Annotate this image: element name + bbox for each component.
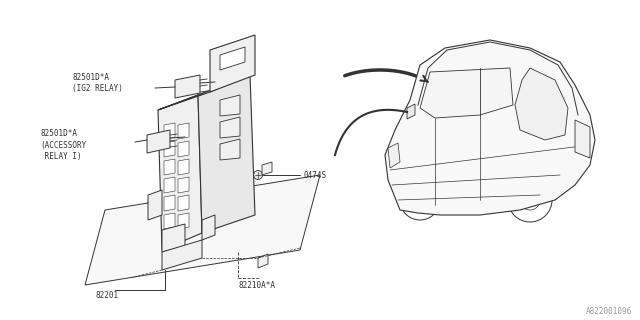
Polygon shape [198, 75, 255, 233]
Polygon shape [385, 40, 595, 215]
Polygon shape [220, 117, 240, 138]
Polygon shape [178, 195, 189, 211]
Polygon shape [164, 159, 175, 175]
Polygon shape [420, 68, 513, 118]
Polygon shape [164, 141, 175, 157]
Polygon shape [210, 35, 255, 92]
Polygon shape [178, 159, 189, 175]
Polygon shape [258, 254, 268, 268]
Polygon shape [164, 123, 175, 139]
Polygon shape [178, 123, 189, 139]
Polygon shape [85, 175, 320, 285]
Text: 82501D*A
(ACCESSORY
 RELAY I): 82501D*A (ACCESSORY RELAY I) [40, 129, 86, 161]
Polygon shape [164, 213, 175, 229]
Polygon shape [175, 75, 200, 98]
Polygon shape [388, 143, 400, 168]
Polygon shape [162, 224, 185, 252]
Polygon shape [148, 190, 162, 220]
Polygon shape [515, 68, 568, 140]
Polygon shape [220, 95, 240, 116]
Text: A822001096: A822001096 [586, 307, 632, 316]
Circle shape [150, 203, 154, 207]
Text: 82201: 82201 [95, 291, 118, 300]
Polygon shape [407, 104, 415, 119]
Polygon shape [202, 215, 215, 240]
Text: 0474S: 0474S [303, 171, 326, 180]
Text: 82210A*A: 82210A*A [238, 281, 275, 290]
Polygon shape [575, 120, 590, 158]
Polygon shape [162, 240, 202, 270]
Polygon shape [158, 95, 202, 250]
Polygon shape [262, 162, 272, 175]
Text: 82501D*A
(IG2 RELAY): 82501D*A (IG2 RELAY) [72, 73, 123, 93]
Polygon shape [164, 177, 175, 193]
Polygon shape [178, 141, 189, 157]
Circle shape [253, 171, 262, 180]
Polygon shape [164, 195, 175, 211]
Polygon shape [220, 139, 240, 160]
Polygon shape [178, 213, 189, 229]
Polygon shape [220, 47, 245, 70]
Polygon shape [147, 130, 170, 153]
Polygon shape [178, 177, 189, 193]
Polygon shape [158, 75, 250, 110]
